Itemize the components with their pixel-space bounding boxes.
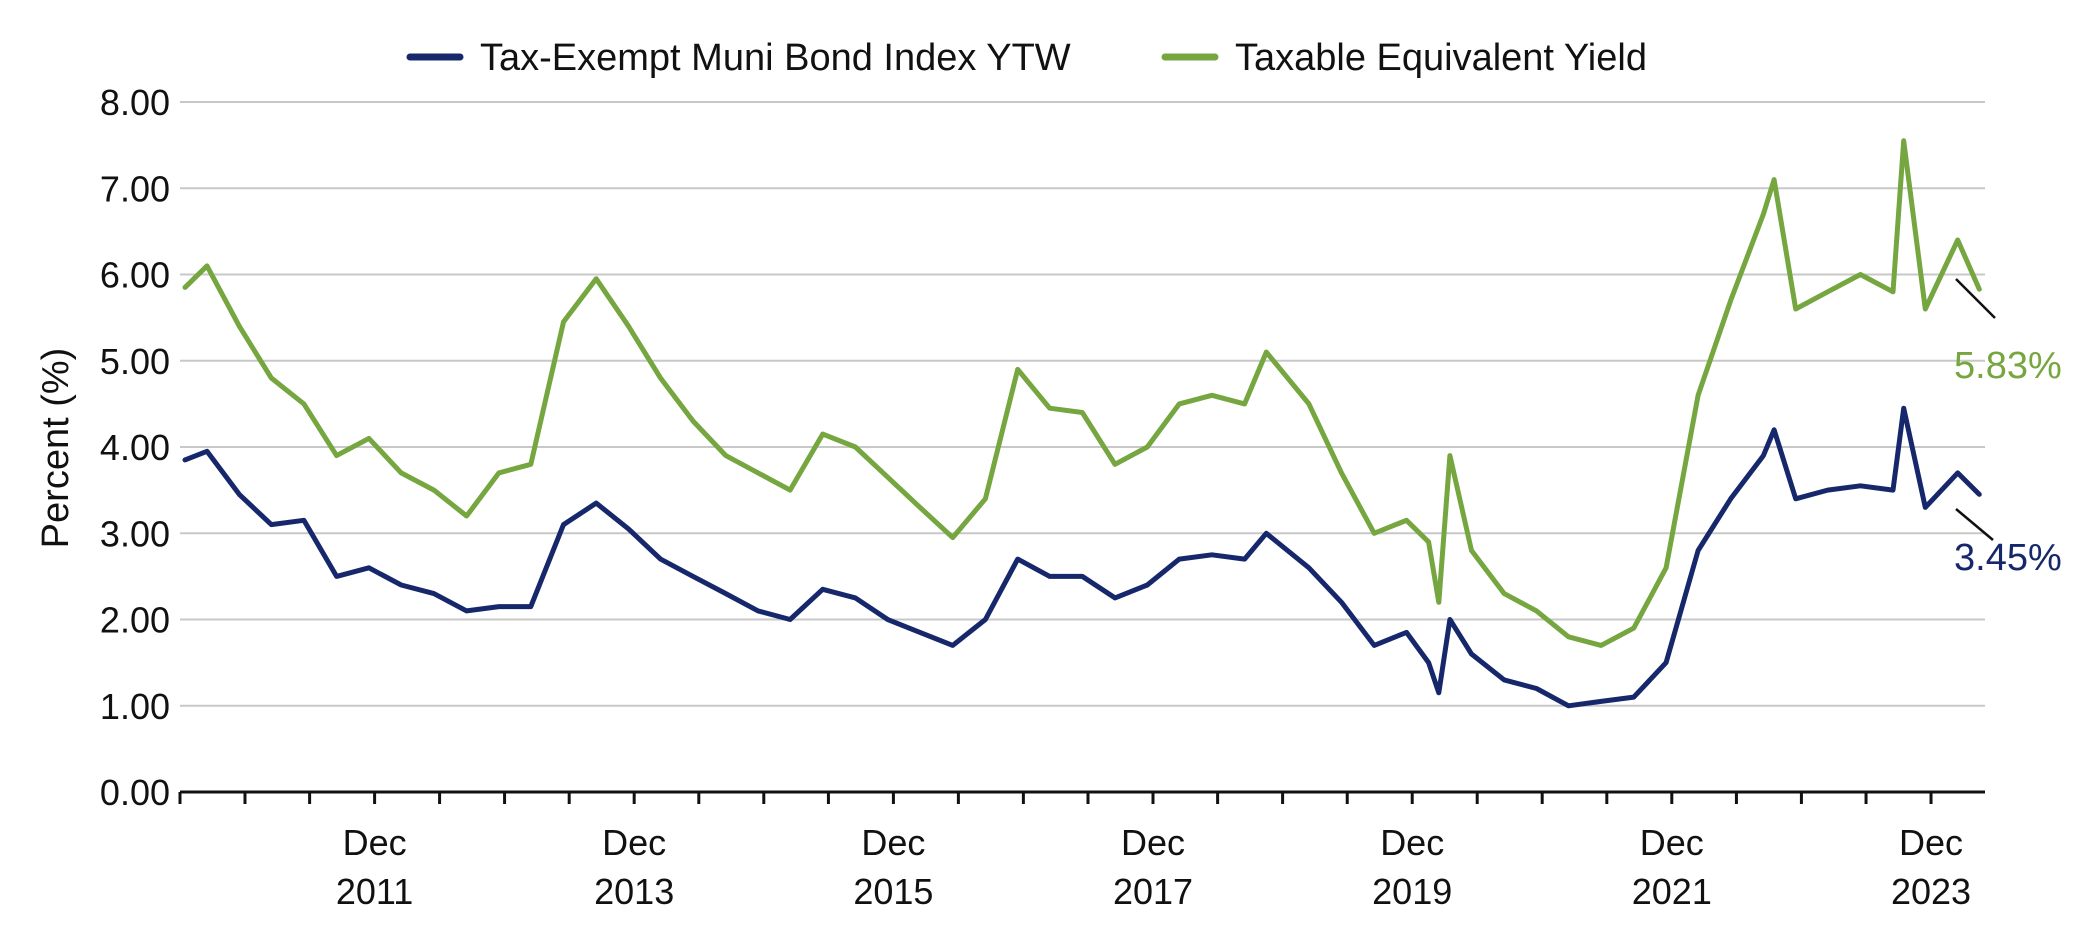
x-tick-label-month: Dec — [1380, 822, 1444, 863]
series-line-1 — [182, 138, 1982, 648]
y-tick-label: 8.00 — [100, 82, 170, 123]
y-tick-label: 6.00 — [100, 255, 170, 296]
x-tick-label-month: Dec — [1899, 822, 1963, 863]
y-tick-label: 2.00 — [100, 600, 170, 641]
x-tick-label-month: Dec — [343, 822, 407, 863]
x-tick-label-year: 2013 — [594, 871, 674, 912]
y-tick-label: 3.00 — [100, 513, 170, 554]
axes: 0.00 1.00 2.00 3.00 4.00 5.00 6.00 7.00 8.00 Dec 2… — [100, 82, 1985, 912]
legend-label-0: Tax-Exempt Muni Bond Index YTW — [480, 37, 1071, 79]
gridlines — [180, 101, 1985, 707]
x-tick-label-month: Dec — [602, 822, 666, 863]
x-tick-label-year: 2015 — [853, 871, 933, 912]
end-label-leader-1 — [1955, 278, 1996, 319]
end-value-label-1: 5.83% — [1954, 345, 2062, 387]
x-tick-label-month: Dec — [1640, 822, 1704, 863]
y-tick-label: 5.00 — [100, 341, 170, 382]
series-line-0 — [182, 405, 1982, 709]
y-tick-label: 0.00 — [100, 772, 170, 813]
x-tick-label-year: 2023 — [1891, 871, 1971, 912]
y-axis-title: Percent (%) — [35, 348, 77, 549]
legend: Tax-Exempt Muni Bond Index YTW Taxable Eq… — [406, 37, 1647, 79]
y-tick-label: 7.00 — [100, 168, 170, 209]
end-value-label-0: 3.45% — [1954, 537, 2062, 579]
y-tick-label: 4.00 — [100, 427, 170, 468]
legend-label-1: Taxable Equivalent Yield — [1235, 37, 1647, 79]
x-tick-label-year: 2021 — [1632, 871, 1712, 912]
end-label-leader-0 — [1955, 508, 1994, 541]
end-labels: 3.45% 5.83% — [1954, 278, 2062, 579]
series-lines — [182, 138, 1982, 709]
y-tick-label: 1.00 — [100, 686, 170, 727]
x-tick-label-year: 2011 — [336, 871, 413, 912]
x-tick-label-month: Dec — [861, 822, 925, 863]
x-tick-label-month: Dec — [1121, 822, 1185, 863]
x-tick-label-year: 2017 — [1113, 871, 1193, 912]
x-tick-label-year: 2019 — [1372, 871, 1452, 912]
